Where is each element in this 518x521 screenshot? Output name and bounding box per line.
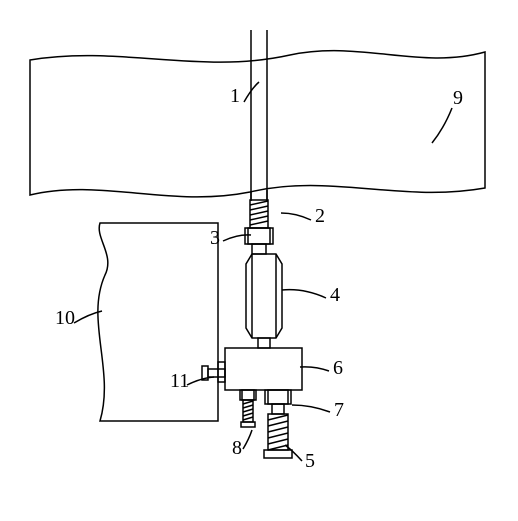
- leader-8: [243, 430, 252, 449]
- threads-5: [268, 414, 288, 450]
- label-7: 7: [334, 399, 344, 422]
- leader-3: [223, 235, 251, 241]
- leader-4: [282, 290, 326, 298]
- nut-3: [245, 228, 273, 244]
- connector-11-housing: [218, 362, 225, 382]
- leader-2: [281, 213, 311, 220]
- neck-3b: [252, 244, 266, 254]
- leader-11: [187, 377, 214, 385]
- label-2: 2: [315, 205, 325, 228]
- label-8: 8: [232, 437, 242, 460]
- stem-7b: [272, 404, 284, 414]
- label-11: 11: [170, 370, 189, 393]
- small-nut-8: [240, 390, 256, 400]
- nut-7: [265, 390, 291, 404]
- threads-2: [250, 200, 268, 228]
- label-4: 4: [330, 284, 340, 307]
- label-10: 10: [55, 307, 75, 330]
- left-body-10: [98, 223, 218, 421]
- foot-5: [264, 450, 292, 458]
- label-9: 9: [453, 87, 463, 110]
- label-6: 6: [333, 357, 343, 380]
- block-6: [225, 348, 302, 390]
- label-5: 5: [305, 450, 315, 473]
- body-4: [246, 254, 282, 338]
- stem-4b: [258, 338, 270, 348]
- label-1: 1: [230, 85, 240, 108]
- leader-9: [432, 108, 452, 143]
- top-body-9: [30, 51, 485, 197]
- shaft-1: [251, 30, 267, 200]
- leader-7: [292, 405, 330, 412]
- label-3: 3: [210, 227, 220, 250]
- leader-6: [300, 367, 329, 371]
- small-threads-8: [241, 400, 255, 427]
- diagram-canvas: [0, 0, 518, 521]
